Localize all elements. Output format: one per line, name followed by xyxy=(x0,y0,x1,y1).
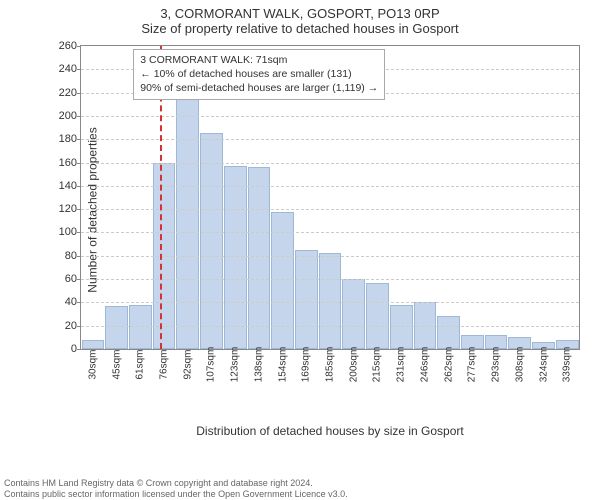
x-tick-label: 324sqm xyxy=(538,347,549,383)
y-tick-mark xyxy=(77,209,81,210)
x-tick-label: 246sqm xyxy=(419,347,430,383)
y-tick-label: 80 xyxy=(49,250,77,262)
footnote: Contains HM Land Registry data © Crown c… xyxy=(4,478,348,500)
y-tick-label: 240 xyxy=(49,63,77,75)
bar xyxy=(319,253,342,349)
bar xyxy=(105,306,128,349)
grid-line xyxy=(81,116,579,117)
bar xyxy=(176,95,199,349)
x-axis-label: Distribution of detached houses by size … xyxy=(80,424,580,438)
grid-line xyxy=(81,279,579,280)
y-tick-label: 0 xyxy=(49,343,77,355)
x-tick-label: 339sqm xyxy=(562,347,573,383)
plot-area: 30sqm45sqm61sqm76sqm92sqm107sqm123sqm138… xyxy=(80,45,580,350)
bar xyxy=(82,340,105,349)
x-tick-label: 277sqm xyxy=(467,347,478,383)
bar xyxy=(248,167,271,349)
bar xyxy=(437,316,460,349)
y-tick-label: 160 xyxy=(49,157,77,169)
chart-container: Number of detached properties 30sqm45sqm… xyxy=(50,40,585,380)
footnote-line-1: Contains HM Land Registry data © Crown c… xyxy=(4,478,348,489)
x-tick-label: 169sqm xyxy=(301,347,312,383)
x-tick-label: 308sqm xyxy=(514,347,525,383)
annotation-box: 3 CORMORANT WALK: 71sqm← 10% of detached… xyxy=(133,49,385,100)
grid-line xyxy=(81,232,579,233)
grid-line xyxy=(81,302,579,303)
annotation-line: ← 10% of detached houses are smaller (13… xyxy=(140,67,378,81)
y-tick-mark xyxy=(77,232,81,233)
bar xyxy=(200,133,223,349)
y-tick-label: 140 xyxy=(49,180,77,192)
y-tick-label: 60 xyxy=(49,273,77,285)
x-tick-label: 30sqm xyxy=(87,349,98,379)
y-tick-mark xyxy=(77,69,81,70)
y-tick-mark xyxy=(77,186,81,187)
x-tick-label: 215sqm xyxy=(372,347,383,383)
bar xyxy=(129,305,152,349)
x-tick-label: 61sqm xyxy=(135,349,146,379)
grid-line xyxy=(81,209,579,210)
y-tick-mark xyxy=(77,139,81,140)
x-tick-label: 107sqm xyxy=(206,347,217,383)
y-tick-mark xyxy=(77,326,81,327)
x-tick-label: 138sqm xyxy=(253,347,264,383)
grid-line xyxy=(81,186,579,187)
grid-line xyxy=(81,256,579,257)
x-tick-label: 231sqm xyxy=(396,347,407,383)
y-tick-mark xyxy=(77,116,81,117)
y-tick-label: 180 xyxy=(49,133,77,145)
y-tick-label: 260 xyxy=(49,40,77,52)
y-tick-mark xyxy=(77,46,81,47)
y-tick-label: 120 xyxy=(49,203,77,215)
y-tick-label: 200 xyxy=(49,110,77,122)
page-title: 3, CORMORANT WALK, GOSPORT, PO13 0RP xyxy=(0,0,600,21)
y-tick-label: 40 xyxy=(49,296,77,308)
x-tick-label: 92sqm xyxy=(182,349,193,379)
x-tick-label: 200sqm xyxy=(348,347,359,383)
x-tick-label: 76sqm xyxy=(159,349,170,379)
y-tick-mark xyxy=(77,256,81,257)
footnote-line-2: Contains public sector information licen… xyxy=(4,489,348,500)
page-subtitle: Size of property relative to detached ho… xyxy=(0,21,600,40)
y-tick-label: 100 xyxy=(49,226,77,238)
bar xyxy=(342,279,365,349)
y-tick-mark xyxy=(77,163,81,164)
grid-line xyxy=(81,326,579,327)
x-tick-label: 123sqm xyxy=(230,347,241,383)
x-tick-label: 154sqm xyxy=(277,347,288,383)
grid-line xyxy=(81,163,579,164)
y-tick-mark xyxy=(77,302,81,303)
y-tick-label: 20 xyxy=(49,320,77,332)
x-tick-label: 45sqm xyxy=(111,349,122,379)
y-tick-mark xyxy=(77,93,81,94)
y-tick-label: 220 xyxy=(49,87,77,99)
y-tick-mark xyxy=(77,279,81,280)
bar xyxy=(366,283,389,349)
bar xyxy=(295,250,318,349)
annotation-line: 90% of semi-detached houses are larger (… xyxy=(140,81,378,95)
grid-line xyxy=(81,139,579,140)
x-tick-label: 185sqm xyxy=(325,347,336,383)
bar xyxy=(390,305,413,349)
x-tick-label: 262sqm xyxy=(443,347,454,383)
y-tick-mark xyxy=(77,349,81,350)
x-tick-label: 293sqm xyxy=(491,347,502,383)
annotation-line: 3 CORMORANT WALK: 71sqm xyxy=(140,53,378,67)
bar xyxy=(224,166,247,349)
